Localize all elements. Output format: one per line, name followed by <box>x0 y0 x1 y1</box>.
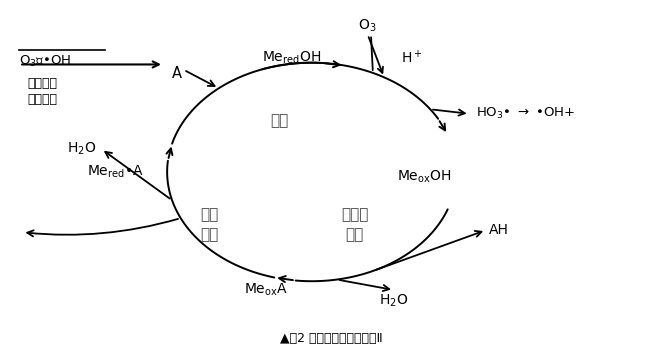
Text: ▲图2 金属催化臭氧化机理Ⅱ: ▲图2 金属催化臭氧化机理Ⅱ <box>280 332 383 345</box>
Text: H$_2$O: H$_2$O <box>379 292 408 309</box>
Text: A: A <box>172 66 182 81</box>
Text: Me$_\mathregular{red}$OH: Me$_\mathregular{red}$OH <box>263 49 322 66</box>
Text: 脉附: 脉附 <box>270 113 288 129</box>
Text: Me$_\mathregular{ox}$OH: Me$_\mathregular{ox}$OH <box>397 169 452 185</box>
Text: HO$_3$• $\rightarrow$ •OH+: HO$_3$• $\rightarrow$ •OH+ <box>476 106 575 121</box>
Text: H$^+$: H$^+$ <box>400 49 422 66</box>
Text: H$_2$O: H$_2$O <box>67 141 96 157</box>
Text: AH: AH <box>489 223 509 237</box>
Text: O$_3$或•OH: O$_3$或•OH <box>19 54 72 69</box>
Text: 溶液中的: 溶液中的 <box>28 77 58 90</box>
Text: 有机物
吸附: 有机物 吸附 <box>341 207 368 242</box>
Text: O$_3$: O$_3$ <box>359 18 377 34</box>
Text: 氧化反应: 氧化反应 <box>28 93 58 106</box>
Text: Me$_\mathregular{ox}$A: Me$_\mathregular{ox}$A <box>244 282 288 298</box>
Text: Me$_\mathregular{red}$•A: Me$_\mathregular{red}$•A <box>88 164 144 180</box>
Text: 氧化
反应: 氧化 反应 <box>201 207 219 242</box>
